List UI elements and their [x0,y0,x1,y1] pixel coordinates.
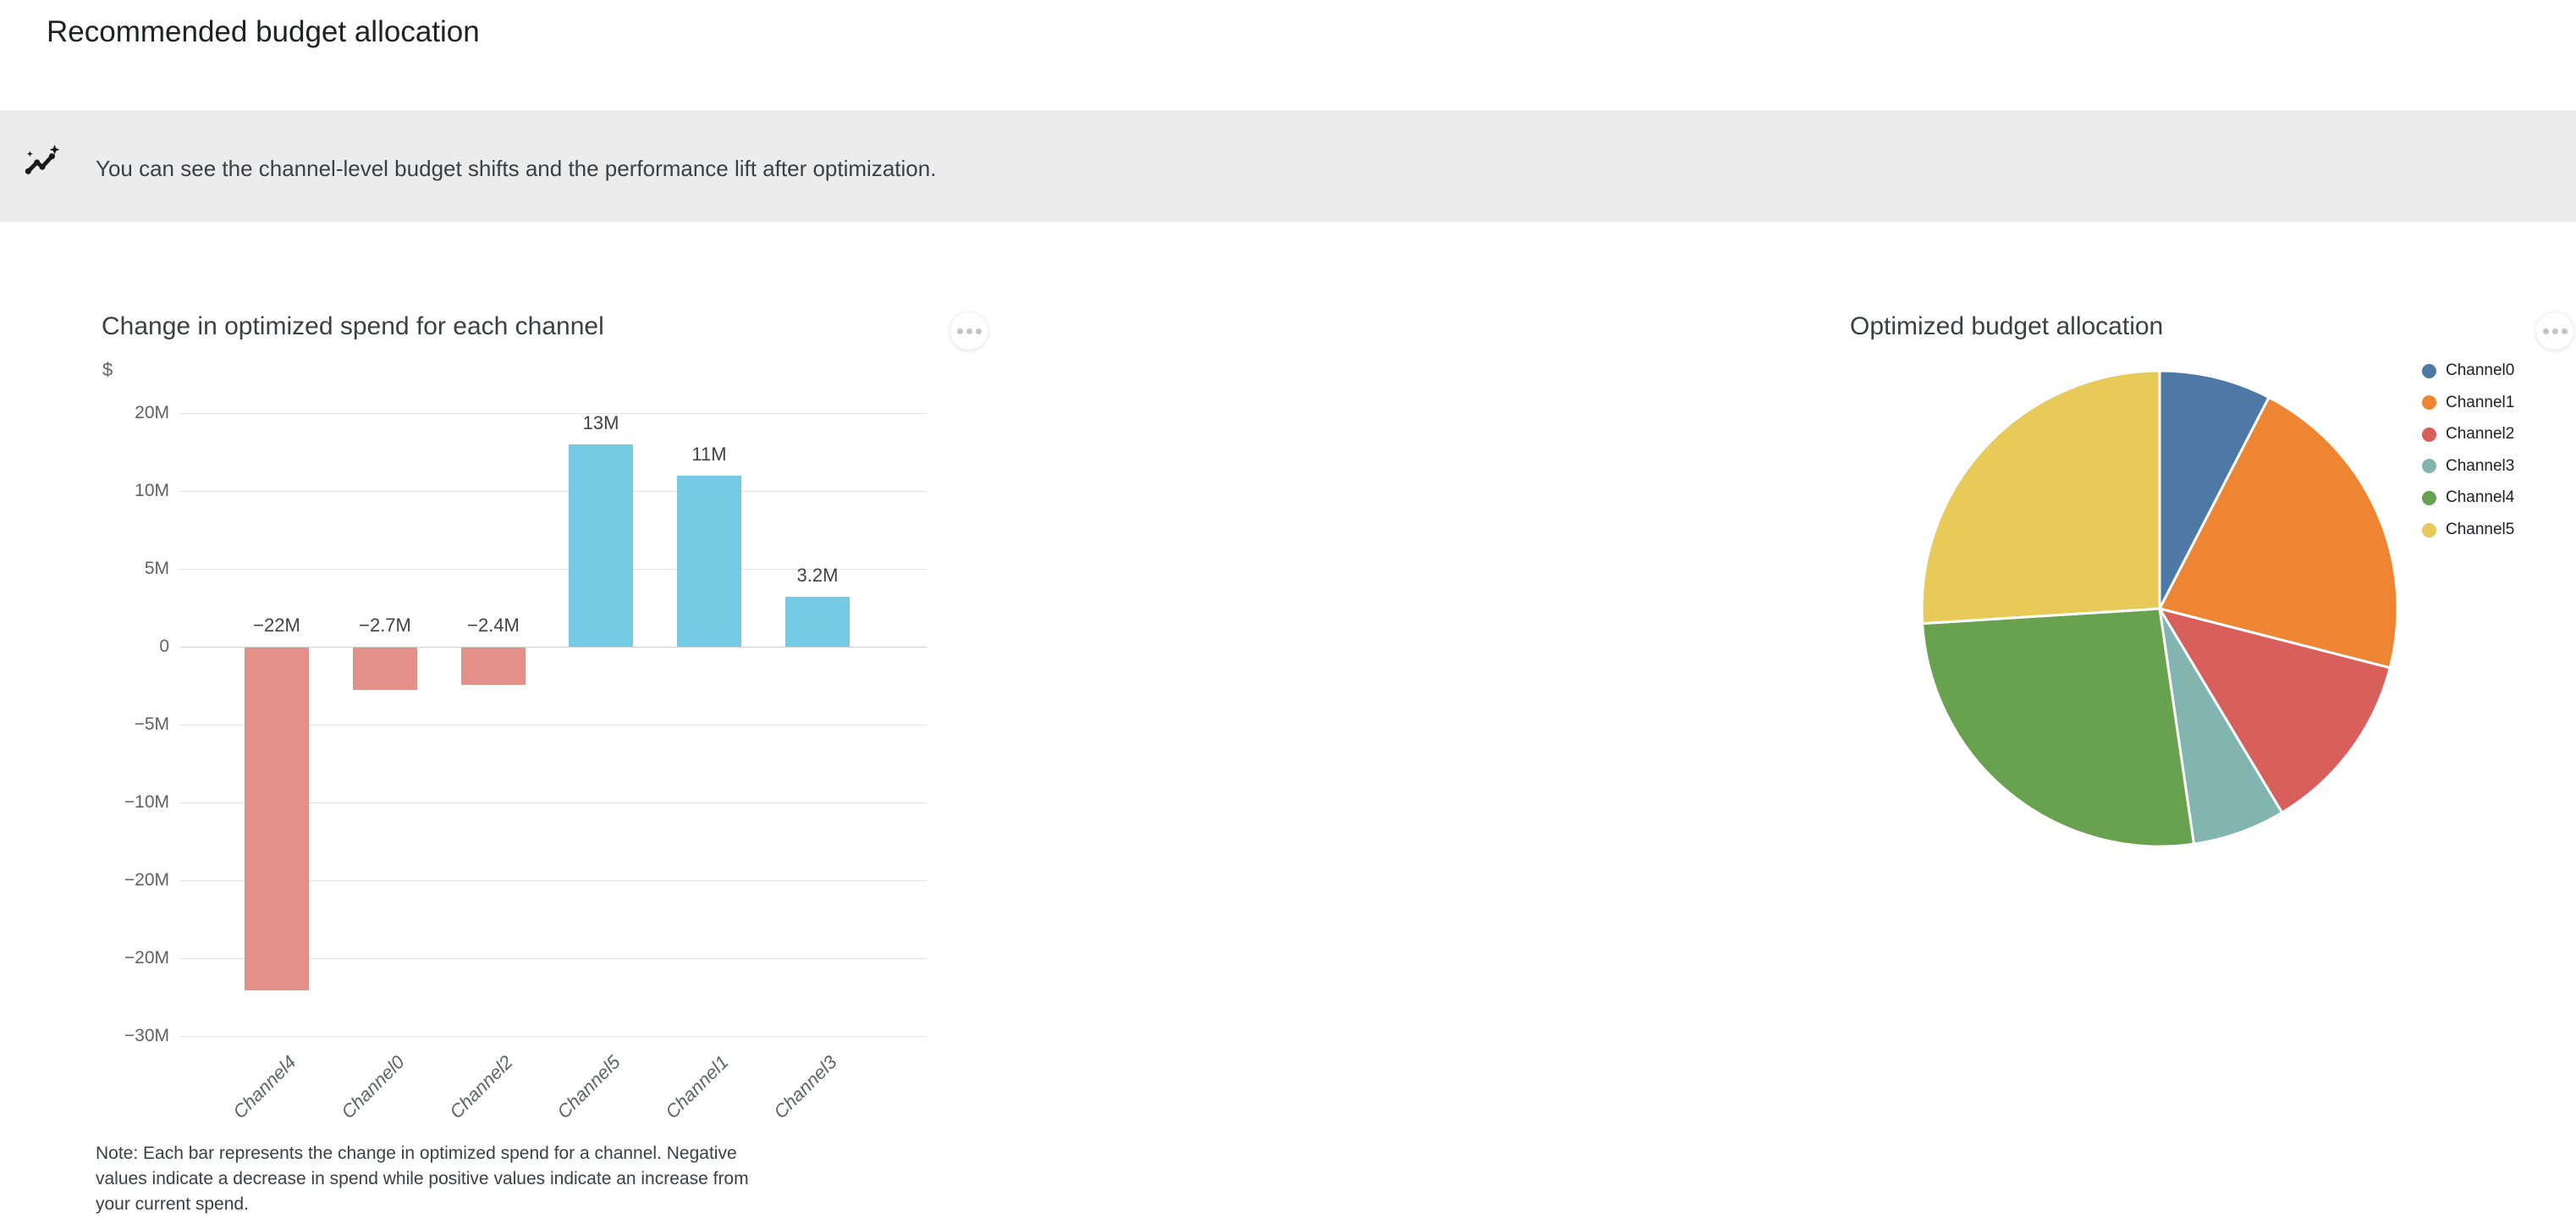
bar-channel2 [461,648,526,686]
pie-slice-channel1 [2158,395,2399,670]
bar-value-label: −22M [253,615,300,636]
y-tick-label: 0 [159,637,169,656]
legend-color-dot [2422,459,2436,474]
more-options-icon [966,328,972,334]
legend-color-dot [2422,490,2436,505]
info-banner: You can see the channel-level budget shi… [0,111,2576,222]
banner-text: You can see the channel-level budget shi… [96,156,937,181]
more-options-icon [975,328,982,334]
pie-slice-channel2 [2158,607,2392,814]
y-gridline [180,569,927,570]
pie-chart-title: Optimized budget allocation [1850,312,2164,340]
legend-item-channel2: Channel2 [2422,424,2514,444]
pie-slice-channel4 [1921,607,2195,848]
pie-chart [1920,369,2399,848]
legend-color-dot [2422,427,2436,442]
legend-item-label: Channel2 [2446,425,2515,444]
y-gridline [180,958,927,959]
page-header: Recommended budget allocation [0,0,2576,111]
y-tick-label: 5M [144,559,169,578]
y-tick-label: −20M [124,870,169,890]
y-tick-label: −10M [124,792,169,812]
bar-chart-title: Change in optimized spend for each chann… [102,312,604,340]
bar-channel1 [677,475,741,647]
bar-value-label: 11M [691,443,727,465]
more-options-icon [2561,328,2568,334]
y-gridline [180,880,927,881]
bar-chart-more-options-button[interactable] [949,312,988,350]
y-tick-label: −30M [124,1026,169,1045]
y-gridline [180,413,927,414]
insights-icon [25,144,60,174]
legend-color-dot [2422,522,2436,538]
bar-value-label: −2.7M [359,615,411,636]
legend-color-dot [2422,395,2436,411]
more-options-icon [2542,328,2549,334]
y-gridline [180,802,927,803]
y-axis-unit-label: $ [102,359,113,380]
bar-channel3 [785,597,850,647]
more-options-icon [956,328,963,334]
pie-slice-channel0 [2158,369,2271,610]
bar-value-label: −2.4M [467,615,520,636]
legend-item-label: Channel3 [2446,456,2515,475]
legend-item-label: Channel4 [2446,488,2515,507]
page-title: Recommended budget allocation [47,15,480,48]
y-tick-label: −20M [124,948,169,968]
legend-item-label: Channel0 [2446,361,2515,379]
bar-value-label: 3.2M [796,565,839,587]
pie-chart-more-options-button[interactable] [2535,312,2574,350]
bar-channel5 [569,444,633,647]
pie-slice-channel5 [1920,369,2161,626]
y-tick-label: −5M [134,714,169,734]
y-tick-label: 20M [135,403,169,422]
bar-channel0 [353,648,417,690]
bar-value-label: 13M [582,411,619,433]
legend-item-channel5: Channel5 [2422,520,2514,540]
legend-item-channel0: Channel0 [2422,361,2514,381]
y-gridline [180,647,927,648]
legend-item-channel3: Channel3 [2422,456,2514,477]
legend-color-dot [2422,363,2436,378]
bar-channel4 [245,648,309,990]
bar-chart-note: Note: Each bar represents the change in … [96,1144,749,1214]
y-gridline [180,1036,927,1037]
y-tick-label: 10M [135,481,169,500]
more-options-icon [2551,328,2558,334]
legend-item-channel1: Channel1 [2422,393,2514,413]
y-gridline [180,491,927,492]
legend-item-label: Channel5 [2446,521,2515,538]
legend-item-label: Channel1 [2446,393,2515,411]
legend-item-channel4: Channel4 [2422,488,2514,508]
